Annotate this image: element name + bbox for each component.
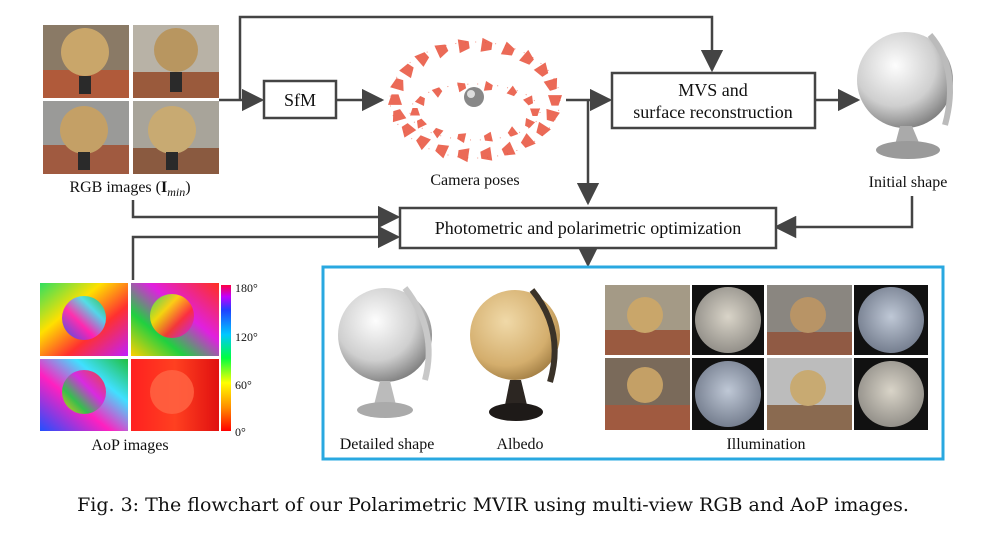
camera-frustum: [390, 78, 404, 92]
camera-frustum: [431, 87, 443, 98]
mvs-label-line1: MVS and: [678, 80, 748, 100]
camera-poses-label: Camera poses: [430, 172, 519, 189]
camera-frustum: [506, 85, 518, 97]
detailed-shape-graphic: [338, 286, 432, 418]
camera-frustum: [457, 148, 470, 163]
optimization-box: [398, 206, 778, 250]
initial-shape-graphic: [857, 32, 953, 159]
flow-arrows: [131, 15, 914, 280]
arrow-initial-to-optimization: [773, 196, 914, 239]
camera-frustum: [457, 133, 467, 144]
camera-frustum: [483, 80, 493, 91]
camera-frustum: [416, 118, 427, 129]
camera-frustum: [392, 109, 407, 123]
optimization-label: Photometric and polarimetric optimizatio…: [435, 218, 741, 238]
camera-frustum: [432, 127, 444, 139]
camera-frustum: [519, 49, 534, 65]
arrow-rgb-to-mvs: [238, 15, 724, 100]
rgb-images-label: RGB images (Imin): [69, 179, 190, 199]
camera-frustum: [457, 82, 467, 93]
camera-frustum: [435, 144, 450, 159]
albedo-graphic: [470, 288, 560, 421]
mvs-box: [610, 71, 817, 130]
albedo-label: Albedo: [496, 436, 543, 453]
illumination-grid: [605, 285, 928, 430]
figure-caption: Fig. 3: The flowchart of our Polarimetri…: [77, 494, 909, 516]
sfm-label: SfM: [284, 90, 316, 110]
camera-frustum: [480, 37, 493, 52]
camera-frustum: [401, 123, 417, 138]
colorbar-tick-180: 180°: [235, 281, 258, 295]
camera-frustum: [548, 95, 562, 106]
aop-colorbar: [221, 285, 231, 431]
camera-frustum: [543, 77, 558, 91]
camera-frustum: [483, 131, 493, 142]
camera-frustum: [410, 108, 420, 116]
camera-frustum: [536, 121, 551, 137]
aop-images: [40, 283, 219, 431]
camera-frustum: [523, 95, 534, 106]
mvs-label-line2: surface reconstruction: [633, 102, 792, 122]
colorbar-tick-120: 120°: [235, 330, 258, 344]
camera-frustum: [414, 52, 430, 67]
arrow-rgb-to-optimization: [131, 200, 401, 229]
camera-frustum: [480, 146, 493, 161]
initial-shape-label: Initial shape: [869, 174, 948, 191]
aop-images-label: AoP images: [91, 437, 168, 454]
sfm-box: [262, 79, 338, 120]
camera-frustum: [530, 108, 540, 116]
camera-frustum: [416, 135, 431, 151]
arrow-aop-to-optimization: [131, 225, 401, 280]
colorbar-tick-60: 60°: [235, 378, 252, 392]
camera-frustum: [414, 96, 425, 107]
camera-frustum: [501, 141, 516, 156]
camera-frustum: [546, 108, 560, 122]
camera-frustum: [434, 44, 449, 59]
detailed-shape-label: Detailed shape: [340, 436, 435, 453]
camera-frustum: [399, 63, 414, 79]
camera-frustum: [525, 117, 536, 128]
camera-frustum: [507, 126, 519, 137]
rgb-images: [43, 25, 219, 174]
camera-frustum: [457, 39, 470, 54]
camera-frustum: [520, 133, 536, 148]
camera-frustum: [388, 94, 402, 105]
camera-frustum: [500, 41, 515, 56]
colorbar-tick-0: 0°: [235, 425, 246, 439]
illumination-label: Illumination: [726, 436, 805, 453]
camera-poses-graphic: [388, 37, 562, 163]
camera-frustum: [533, 62, 549, 77]
